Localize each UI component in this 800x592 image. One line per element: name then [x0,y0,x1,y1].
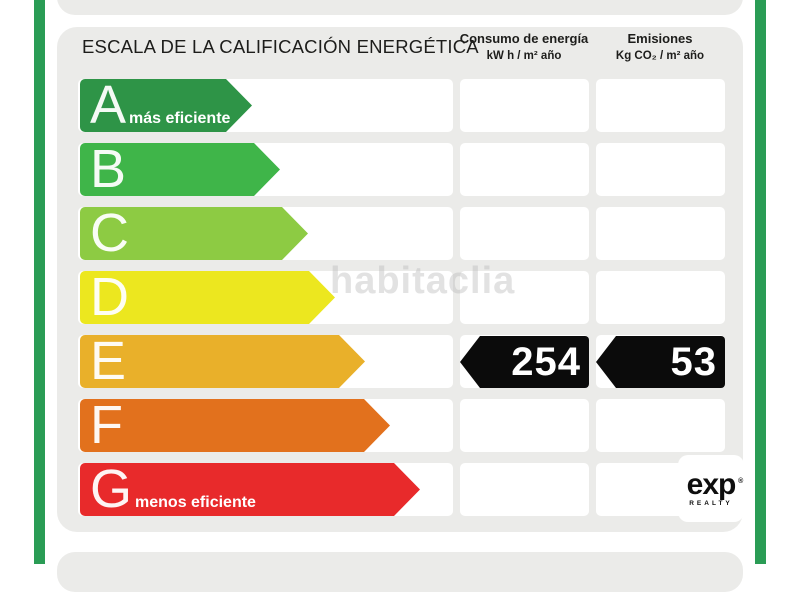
rating-letter-a: A [90,75,127,135]
consumption-cell-g [460,463,589,516]
rating-note-a: más eficiente [129,110,231,127]
rating-track-b: B [78,143,453,196]
consumption-column-name: Consumo de energía [459,31,589,46]
consumption-result-marker: 254 [460,336,589,388]
card-below [57,552,743,592]
rating-row-b: B [0,143,800,196]
frame-bar-left [34,0,45,564]
rating-arrow-a: A más eficiente [80,79,252,132]
consumption-column-header: Consumo de energía kW h / m² año [454,31,594,63]
rating-letter-c: C [90,203,129,263]
emissions-column-unit: Kg CO₂ / m² año [615,50,705,62]
rating-track-e: E [78,335,453,388]
rating-row-a: A más eficiente [0,79,800,132]
rating-arrow-e: E [80,335,365,388]
frame-bar-right [755,0,766,564]
rating-track-f: F [78,399,453,452]
consumption-cell-b [460,143,589,196]
consumption-cell-f [460,399,589,452]
rating-track-c: C [78,207,453,260]
rating-row-d: D [0,271,800,324]
emissions-result-marker: 53 [596,336,725,388]
rating-letter-b: B [90,139,127,199]
rating-arrow-g: G menos eficiente [80,463,420,516]
rating-letter-g: G [90,459,133,519]
rating-track-d: D [78,271,453,324]
emissions-column-header: Emisiones Kg CO₂ / m² año [590,31,730,63]
rating-letter-d: D [90,267,129,327]
rating-arrow-c: C [80,207,308,260]
rating-row-f: F [0,399,800,452]
rating-note-g: menos eficiente [135,494,256,511]
emissions-result-value: 53 [670,339,717,384]
registered-trademark-icon: ® [738,477,744,485]
consumption-result-value: 254 [511,339,581,384]
consumption-cell-a [460,79,589,132]
consumption-column-unit: kW h / m² año [486,50,562,62]
exp-realty-logo: exp ® REALTY [678,455,744,522]
rating-track-g: G menos eficiente [78,463,453,516]
rating-row-c: C [0,207,800,260]
rating-track-a: A más eficiente [78,79,453,132]
rating-row-g: G menos eficiente [0,463,800,516]
consumption-cell-d [460,271,589,324]
emissions-cell-f [596,399,725,452]
page-title: ESCALA DE LA CALIFICACIÓN ENERGÉTICA [82,36,479,57]
emissions-column-name: Emisiones [627,31,693,46]
rating-arrow-f: F [80,399,390,452]
rating-arrow-b: B [80,143,280,196]
rating-letter-e: E [90,331,127,391]
emissions-cell-d [596,271,725,324]
rating-letter-f: F [90,395,123,455]
emissions-cell-a [596,79,725,132]
exp-logo-wordmark: exp ® [686,467,744,501]
emissions-cell-b [596,143,725,196]
exp-logo-realty-text: REALTY [689,499,733,507]
consumption-cell-c [460,207,589,260]
emissions-cell-c [596,207,725,260]
rating-arrow-d: D [80,271,335,324]
card-above [57,0,743,15]
